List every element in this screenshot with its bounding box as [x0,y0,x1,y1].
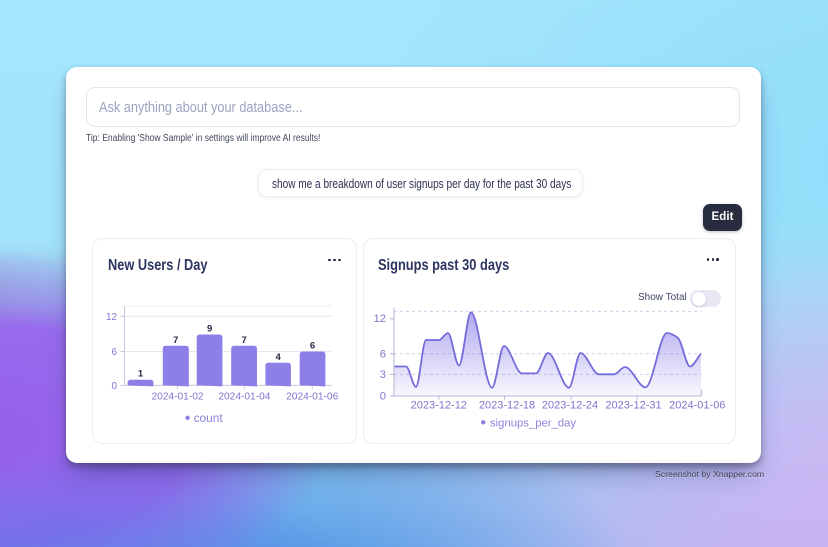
svg-text:12: 12 [106,312,117,323]
svg-text:2023-12-31: 2023-12-31 [605,400,661,412]
svg-text:12: 12 [374,313,386,325]
svg-text:count: count [194,411,224,425]
svg-text:2023-12-24: 2023-12-24 [542,400,598,412]
svg-text:1: 1 [138,369,144,380]
svg-text:6: 6 [310,341,315,352]
svg-text:2024-01-06: 2024-01-06 [286,392,338,403]
svg-text:4: 4 [276,352,282,363]
svg-text:6: 6 [380,348,386,360]
svg-text:7: 7 [241,335,246,346]
svg-text:0: 0 [380,391,386,403]
svg-text:7: 7 [173,335,178,346]
svg-text:6: 6 [112,347,118,358]
svg-text:2024-01-04: 2024-01-04 [218,392,270,403]
svg-text:0: 0 [112,381,118,392]
svg-text:9: 9 [207,324,212,335]
svg-text:2023-12-12: 2023-12-12 [411,400,467,412]
svg-text:2023-12-18: 2023-12-18 [479,400,535,412]
svg-text:2024-01-02: 2024-01-02 [151,392,203,403]
svg-text:3: 3 [380,369,386,381]
svg-text:2024-01-06: 2024-01-06 [669,400,725,412]
svg-text:signups_per_day: signups_per_day [490,417,576,429]
